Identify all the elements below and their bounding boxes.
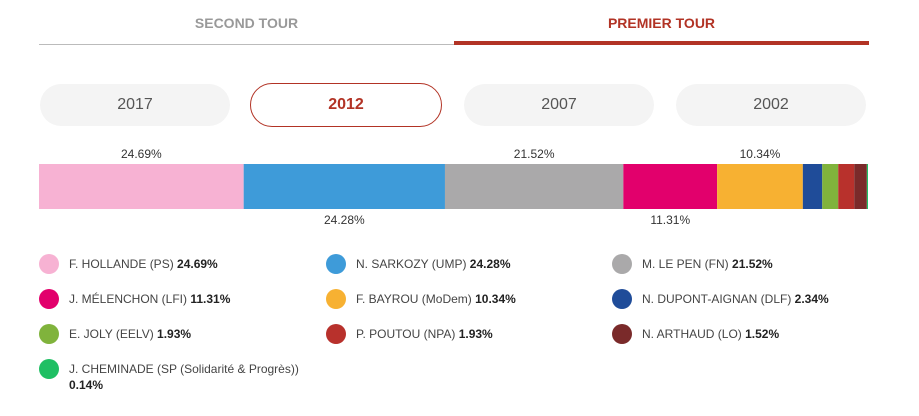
legend-value: 0.14% <box>69 378 104 392</box>
bar-segment-0 <box>39 164 244 209</box>
legend-swatch <box>39 324 59 344</box>
legend-swatch <box>326 254 346 274</box>
legend-swatch <box>612 254 632 274</box>
legend-name: N. ARTHAUD (LO) <box>642 327 746 341</box>
bar-segment-2 <box>444 164 624 209</box>
bar-segment-7 <box>838 164 855 209</box>
legend-name: E. JOLY (EELV) <box>69 327 158 341</box>
legend-item-6: E. JOLY (EELV) 1.93% <box>39 324 191 344</box>
legend-label: J. MÉLENCHON (LFI) 11.31% <box>69 291 230 307</box>
legend-value: 1.52% <box>745 327 780 341</box>
legend-swatch <box>39 359 59 379</box>
legend-value: 1.93% <box>157 327 192 341</box>
bar-segment-9 <box>866 164 868 209</box>
legend-swatch <box>39 254 59 274</box>
data-label-2: 21.52% <box>514 147 555 161</box>
legend-label: F. BAYROU (MoDem) 10.34% <box>356 291 516 307</box>
data-label-3: 11.31% <box>650 213 690 227</box>
legend-swatch <box>326 324 346 344</box>
legend-label: M. LE PEN (FN) 21.52% <box>642 256 773 272</box>
legend-swatch <box>612 324 632 344</box>
data-label-0: 24.69% <box>121 147 162 161</box>
legend-item-0: F. HOLLANDE (PS) 24.69% <box>39 254 218 274</box>
legend-name: F. BAYROU (MoDem) <box>356 292 476 306</box>
tab-second-tour[interactable]: SECOND TOUR <box>39 0 454 45</box>
data-label-1: 24.28% <box>324 213 365 227</box>
bar-segment-1 <box>243 164 445 209</box>
legend-swatch <box>612 289 632 309</box>
legend-item-3: J. MÉLENCHON (LFI) 11.31% <box>39 289 230 309</box>
legend-value: 1.93% <box>458 327 493 341</box>
legend-name: F. HOLLANDE (PS) <box>69 257 178 271</box>
legend-item-9: J. CHEMINADE (SP (Solidarité & Progrès))… <box>39 359 319 393</box>
legend-item-2: M. LE PEN (FN) 21.52% <box>612 254 773 274</box>
legend-value: 2.34% <box>794 292 829 306</box>
round-tabs: SECOND TOUR PREMIER TOUR <box>39 0 869 45</box>
legend-label: N. ARTHAUD (LO) 1.52% <box>642 326 779 342</box>
legend-name: J. CHEMINADE (SP (Solidarité & Progrès)) <box>69 362 299 376</box>
bar-segment-8 <box>854 164 867 209</box>
legend-label: N. SARKOZY (UMP) 24.28% <box>356 256 511 272</box>
tab-premier-tour[interactable]: PREMIER TOUR <box>454 0 869 45</box>
legend-label: F. HOLLANDE (PS) 24.69% <box>69 256 218 272</box>
stacked-bar-chart: 24.69% 24.28% 21.52% 11.31% 10.34% <box>39 147 868 227</box>
legend-label: N. DUPONT-AIGNAN (DLF) 2.34% <box>642 291 829 307</box>
bar-segment-4 <box>717 164 803 209</box>
legend-name: N. DUPONT-AIGNAN (DLF) <box>642 292 795 306</box>
legend-item-8: N. ARTHAUD (LO) 1.52% <box>612 324 779 344</box>
legend-value: 11.31% <box>190 292 231 306</box>
legend-value: 24.69% <box>177 257 218 271</box>
year-selector: 2017 2012 2007 2002 <box>39 83 869 128</box>
legend-item-7: P. POUTOU (NPA) 1.93% <box>326 324 493 344</box>
legend-name: P. POUTOU (NPA) <box>356 327 459 341</box>
year-button-2012[interactable]: 2012 <box>250 83 442 127</box>
legend-value: 10.34% <box>475 292 516 306</box>
bar-segment-6 <box>822 164 839 209</box>
legend-item-4: F. BAYROU (MoDem) 10.34% <box>326 289 516 309</box>
bar-segment-5 <box>802 164 823 209</box>
year-button-2007[interactable]: 2007 <box>464 84 654 126</box>
legend-name: N. SARKOZY (UMP) <box>356 257 470 271</box>
legend-label: E. JOLY (EELV) 1.93% <box>69 326 191 342</box>
legend-item-5: N. DUPONT-AIGNAN (DLF) 2.34% <box>612 289 829 309</box>
legend-value: 24.28% <box>469 257 511 271</box>
legend-swatch <box>326 289 346 309</box>
legend-label: J. CHEMINADE (SP (Solidarité & Progrès))… <box>69 361 319 393</box>
legend-label: P. POUTOU (NPA) 1.93% <box>356 326 493 342</box>
year-button-2017[interactable]: 2017 <box>40 84 230 126</box>
data-label-4: 10.34% <box>740 147 781 161</box>
legend-value: 21.52% <box>732 257 773 271</box>
legend-item-1: N. SARKOZY (UMP) 24.28% <box>326 254 511 274</box>
legend-swatch <box>39 289 59 309</box>
bar-segment-3 <box>623 164 718 209</box>
year-button-2002[interactable]: 2002 <box>676 84 866 126</box>
legend-name: J. MÉLENCHON (LFI) <box>69 292 191 306</box>
legend-name: M. LE PEN (FN) <box>642 257 733 271</box>
